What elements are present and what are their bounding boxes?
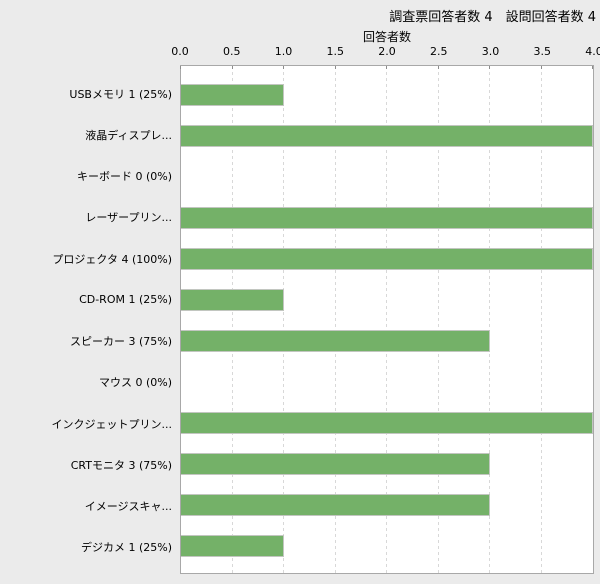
category-label: スピーカー 3 (75%) <box>69 335 172 349</box>
bar <box>181 247 593 270</box>
bar <box>181 206 593 229</box>
x-tick-label: 1.5 <box>326 45 345 58</box>
bar <box>181 330 490 352</box>
gridline <box>231 66 233 573</box>
bar-row <box>181 403 593 444</box>
category-label-row: CRTモニタ 3 (75%) <box>0 444 172 485</box>
category-label: キーボード 0 (0%) <box>76 170 172 184</box>
category-label: CRTモニタ 3 (75%) <box>70 458 172 472</box>
tick-mark <box>283 66 284 69</box>
tick-mark <box>540 66 542 69</box>
category-label-row: USBメモリ 1 (25%) <box>0 73 172 114</box>
x-axis-tick-labels: 0.0 0.5 1.0 1.5 2.0 2.5 3.0 3.5 4.0 <box>171 45 600 59</box>
category-label: 液晶ディスプレ... <box>85 128 172 142</box>
category-label-row: プロジェクタ 4 (100%) <box>0 238 172 279</box>
category-label-row: レーザープリン... <box>0 197 172 238</box>
bar <box>181 453 490 476</box>
bar-row <box>181 526 593 567</box>
category-label-row: CD-ROM 1 (25%) <box>0 279 172 320</box>
gridline <box>437 66 439 573</box>
category-label-row: スピーカー 3 (75%) <box>0 321 172 362</box>
bar-row <box>181 115 593 156</box>
bar-row <box>181 362 593 403</box>
tick-mark <box>386 66 387 69</box>
category-label-row: デジカメ 1 (25%) <box>0 527 172 568</box>
x-tick-label: 3.0 <box>481 45 500 58</box>
category-label: CD-ROM 1 (25%) <box>79 293 172 307</box>
gridline <box>283 66 284 573</box>
category-label-row: マウス 0 (0%) <box>0 362 172 403</box>
category-label: レーザープリン... <box>85 211 172 225</box>
category-label: USBメモリ 1 (25%) <box>69 87 172 101</box>
x-axis-title: 回答者数 <box>362 30 411 44</box>
bar-row <box>181 156 593 197</box>
x-tick-label: 0.0 <box>171 45 189 58</box>
tick-mark <box>180 66 181 69</box>
tick-mark <box>489 66 490 69</box>
tick-mark <box>437 66 439 69</box>
x-tick-label: 3.5 <box>533 45 552 58</box>
x-tick-label: 2.0 <box>378 45 396 58</box>
bar-row <box>181 74 593 115</box>
x-tick-label: 1.0 <box>274 45 293 58</box>
category-label-row: 液晶ディスプレ... <box>0 114 172 155</box>
x-tick-label: 2.5 <box>430 45 448 58</box>
bar-series <box>181 74 593 567</box>
category-label: プロジェクタ 4 (100%) <box>52 252 172 266</box>
gridline <box>489 66 490 573</box>
category-label-row: インクジェットプリン... <box>0 403 173 444</box>
x-tick-label: 0.5 <box>223 45 241 58</box>
plot-area <box>180 65 594 574</box>
bar-row <box>181 485 593 526</box>
category-label-row: イメージスキャ... <box>0 486 172 527</box>
x-tick-label: 4.0 <box>585 45 600 58</box>
tick-mark <box>334 66 336 69</box>
bar-row <box>181 279 593 320</box>
chart-title: 調査票回答者数 4 設問回答者数 4 <box>389 10 596 25</box>
bar-row <box>181 238 593 279</box>
bar-row <box>181 197 593 238</box>
bar <box>181 83 284 106</box>
category-label: インクジェットプリン... <box>51 417 173 431</box>
gridline <box>386 66 387 573</box>
category-label-row: キーボード 0 (0%) <box>0 156 172 197</box>
category-label: イメージスキャ... <box>84 500 172 514</box>
category-labels: USBメモリ 1 (25%) 液晶ディスプレ... キーボード 0 (0%) レーザー… <box>0 73 173 568</box>
bar <box>181 535 284 558</box>
bar <box>181 288 284 311</box>
gridline <box>334 66 336 573</box>
bar-row <box>181 444 593 485</box>
bar-row <box>181 320 593 361</box>
category-label: デジカメ 1 (25%) <box>80 541 172 555</box>
tick-mark <box>231 66 233 69</box>
tick-mark <box>592 66 593 69</box>
bar <box>181 412 593 435</box>
bar <box>181 124 593 147</box>
gridline <box>540 66 542 573</box>
bar <box>181 494 490 517</box>
category-label: マウス 0 (0%) <box>98 376 172 390</box>
